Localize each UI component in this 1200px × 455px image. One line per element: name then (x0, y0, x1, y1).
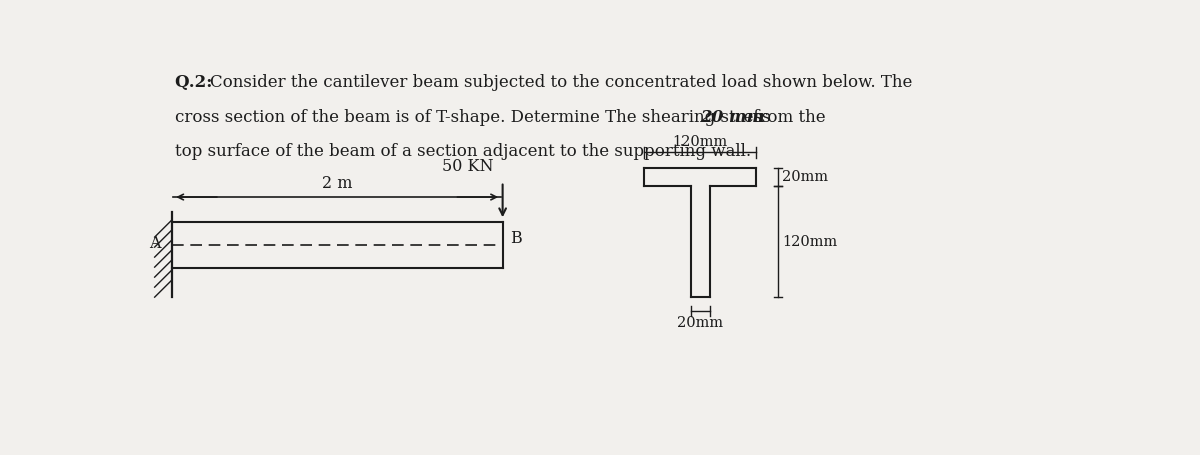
Text: top surface of the beam of a section adjacent to the supporting wall.: top surface of the beam of a section adj… (175, 143, 751, 160)
Text: Q.2:: Q.2: (175, 74, 218, 91)
Text: 50 KN: 50 KN (442, 158, 493, 176)
Text: 2 m: 2 m (322, 176, 353, 192)
Text: from the: from the (749, 108, 826, 126)
Text: 20mm: 20mm (782, 170, 828, 184)
Text: 20 mm: 20 mm (701, 108, 764, 126)
Text: 120mm: 120mm (782, 235, 838, 249)
Text: B: B (510, 230, 522, 247)
Text: cross section of the beam is of T-shape. Determine The shearing stress: cross section of the beam is of T-shape.… (175, 108, 775, 126)
Text: 20mm: 20mm (677, 316, 724, 329)
Text: 120mm: 120mm (673, 135, 728, 148)
Text: A: A (149, 235, 161, 252)
Text: Consider the cantilever beam subjected to the concentrated load shown below. The: Consider the cantilever beam subjected t… (210, 74, 913, 91)
